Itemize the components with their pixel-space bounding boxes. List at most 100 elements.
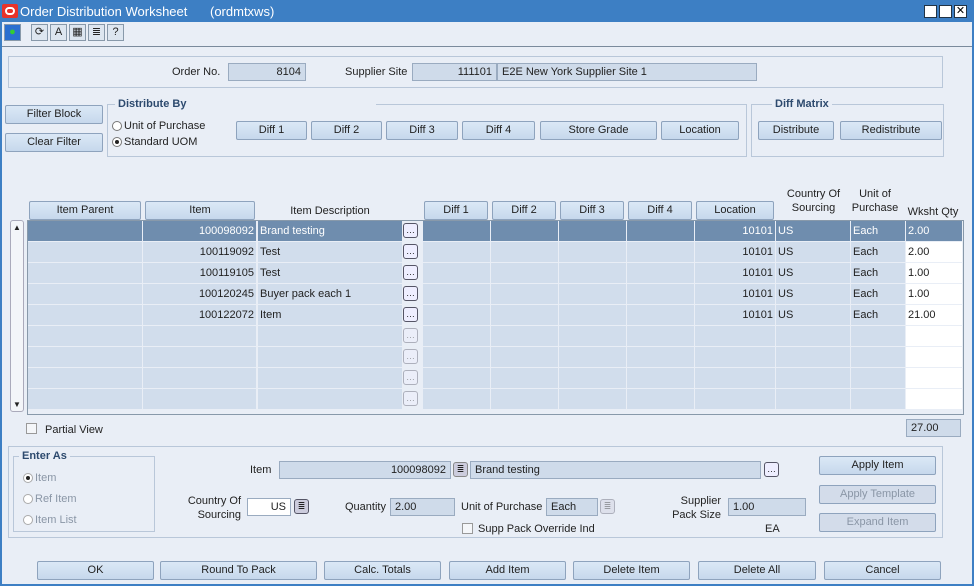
- distribute-button[interactable]: Distribute: [758, 121, 834, 140]
- cell-uop[interactable]: Each: [851, 284, 905, 304]
- item-desc-field[interactable]: Brand testing: [470, 461, 761, 479]
- enter-as-item-list-radio[interactable]: [23, 515, 33, 525]
- uop-field[interactable]: Each: [546, 498, 598, 516]
- cell-description[interactable]: [258, 389, 402, 409]
- cell-item-parent[interactable]: [28, 326, 142, 346]
- header-location[interactable]: Location: [696, 201, 774, 220]
- maximize-button[interactable]: [939, 5, 952, 18]
- cell-item[interactable]: 100120245: [143, 284, 256, 304]
- cell-uop[interactable]: [851, 326, 905, 346]
- comment-icon[interactable]: …: [403, 328, 418, 343]
- cell-uop[interactable]: [851, 368, 905, 388]
- cell-diff3[interactable]: [559, 242, 626, 262]
- cell-item-parent[interactable]: [28, 221, 142, 241]
- cell-qty[interactable]: 21.00: [906, 305, 962, 325]
- cell-country[interactable]: US: [776, 263, 850, 283]
- cell-location[interactable]: 10101: [695, 263, 775, 283]
- cell-description[interactable]: [258, 347, 402, 367]
- cell-diff4[interactable]: [627, 221, 694, 241]
- cell-item[interactable]: [143, 347, 256, 367]
- header-diff2[interactable]: Diff 2: [492, 201, 556, 220]
- cell-item-parent[interactable]: [28, 284, 142, 304]
- cell-location[interactable]: [695, 368, 775, 388]
- delete-item-button[interactable]: Delete Item: [573, 561, 690, 580]
- unit-of-purchase-radio[interactable]: [112, 121, 122, 131]
- cell-country[interactable]: [776, 368, 850, 388]
- cell-diff2[interactable]: [491, 368, 558, 388]
- vertical-scrollbar[interactable]: ▲ ▼: [10, 220, 24, 412]
- cell-diff4[interactable]: [627, 347, 694, 367]
- item-desc-comment-icon[interactable]: …: [764, 462, 779, 477]
- cell-diff4[interactable]: [627, 326, 694, 346]
- cell-diff2[interactable]: [491, 305, 558, 325]
- cell-diff2[interactable]: [491, 263, 558, 283]
- item-lov-icon[interactable]: ≣: [453, 462, 468, 477]
- comment-icon[interactable]: …: [403, 349, 418, 364]
- cell-uop[interactable]: Each: [851, 305, 905, 325]
- supplier-pack-size-field[interactable]: 1.00: [728, 498, 806, 516]
- minimize-button[interactable]: [924, 5, 937, 18]
- country-of-sourcing-field[interactable]: US: [247, 498, 291, 516]
- add-item-button[interactable]: Add Item: [449, 561, 566, 580]
- comment-icon[interactable]: …: [403, 391, 418, 406]
- cell-item-parent[interactable]: [28, 263, 142, 283]
- cell-uop[interactable]: Each: [851, 221, 905, 241]
- cell-qty[interactable]: [906, 347, 962, 367]
- cell-item[interactable]: [143, 326, 256, 346]
- cell-location[interactable]: [695, 326, 775, 346]
- round-to-pack-button[interactable]: Round To Pack: [160, 561, 317, 580]
- print-icon[interactable]: ≣: [88, 24, 105, 41]
- comment-icon[interactable]: …: [403, 265, 418, 280]
- cell-qty[interactable]: [906, 368, 962, 388]
- order-no-field[interactable]: 8104: [228, 63, 306, 81]
- cell-item[interactable]: 100098092: [143, 221, 256, 241]
- cell-diff2[interactable]: [491, 326, 558, 346]
- apply-template-button[interactable]: Apply Template: [819, 485, 936, 504]
- delete-all-button[interactable]: Delete All: [698, 561, 816, 580]
- clear-filter-button[interactable]: Clear Filter: [5, 133, 103, 152]
- calc-totals-button[interactable]: Calc. Totals: [324, 561, 441, 580]
- cell-diff3[interactable]: [559, 263, 626, 283]
- expand-item-button[interactable]: Expand Item: [819, 513, 936, 532]
- comment-icon[interactable]: …: [403, 370, 418, 385]
- calendar-icon[interactable]: ▦: [69, 24, 86, 41]
- cell-item[interactable]: 100119092: [143, 242, 256, 262]
- cell-description[interactable]: Brand testing: [258, 221, 402, 241]
- diff3-button[interactable]: Diff 3: [386, 121, 458, 140]
- cell-diff4[interactable]: [627, 242, 694, 262]
- cell-uop[interactable]: Each: [851, 242, 905, 262]
- cell-diff2[interactable]: [491, 389, 558, 409]
- supp-pack-override-checkbox[interactable]: [462, 523, 473, 534]
- cell-description[interactable]: Test: [258, 242, 402, 262]
- uop-lov-icon[interactable]: ≣: [600, 499, 615, 514]
- header-item-parent[interactable]: Item Parent: [29, 201, 141, 220]
- enter-as-item-radio[interactable]: [23, 473, 33, 483]
- cell-diff3[interactable]: [559, 389, 626, 409]
- cell-diff1[interactable]: [423, 326, 490, 346]
- cell-item[interactable]: [143, 389, 256, 409]
- cell-item-parent[interactable]: [28, 368, 142, 388]
- quantity-field[interactable]: 2.00: [390, 498, 455, 516]
- cell-uop[interactable]: [851, 347, 905, 367]
- header-item[interactable]: Item: [145, 201, 255, 220]
- cell-diff2[interactable]: [491, 242, 558, 262]
- cell-country[interactable]: [776, 326, 850, 346]
- globe-icon[interactable]: ●: [4, 24, 21, 41]
- cell-location[interactable]: [695, 389, 775, 409]
- item-field[interactable]: 100098092: [279, 461, 451, 479]
- header-diff1[interactable]: Diff 1: [424, 201, 488, 220]
- comment-icon[interactable]: …: [403, 307, 418, 322]
- cell-item-parent[interactable]: [28, 242, 142, 262]
- cell-location[interactable]: [695, 347, 775, 367]
- header-diff4[interactable]: Diff 4: [628, 201, 692, 220]
- cell-item[interactable]: 100119105: [143, 263, 256, 283]
- standard-uom-radio[interactable]: [112, 137, 122, 147]
- comment-icon[interactable]: …: [403, 223, 418, 238]
- cell-qty[interactable]: 1.00: [906, 263, 962, 283]
- filter-block-button[interactable]: Filter Block: [5, 105, 103, 124]
- font-icon[interactable]: A: [50, 24, 67, 41]
- cell-diff1[interactable]: [423, 263, 490, 283]
- cell-item-parent[interactable]: [28, 389, 142, 409]
- redistribute-button[interactable]: Redistribute: [840, 121, 942, 140]
- cell-item-parent[interactable]: [28, 347, 142, 367]
